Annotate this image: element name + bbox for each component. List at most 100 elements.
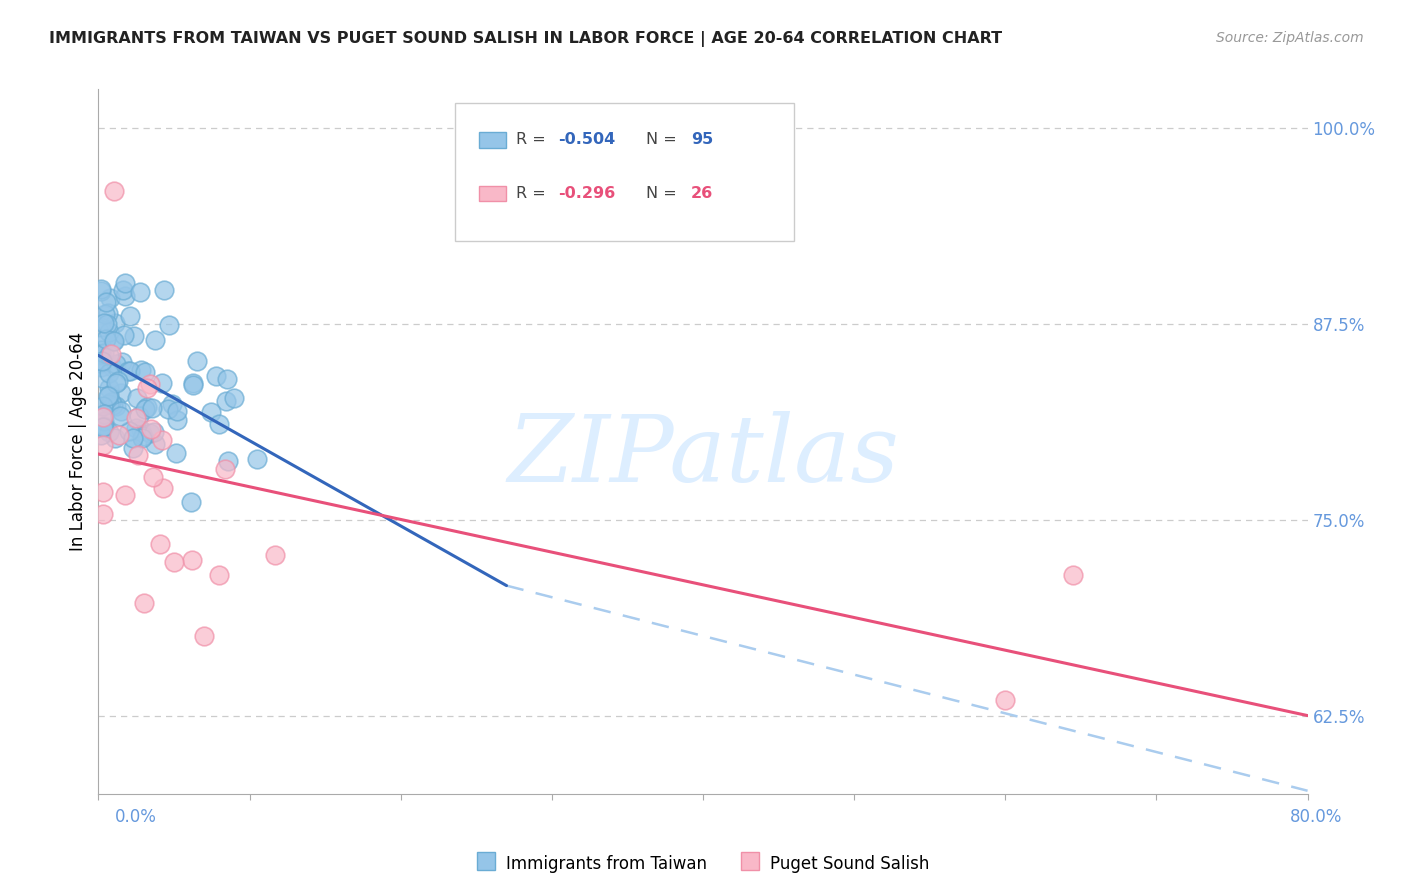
Point bbox=[208, 417, 231, 432]
Text: N =: N = bbox=[647, 132, 682, 147]
Point bbox=[98, 325, 121, 339]
Point bbox=[215, 372, 238, 386]
Point bbox=[1062, 567, 1084, 582]
Point bbox=[91, 438, 114, 452]
Point bbox=[97, 348, 120, 362]
Point bbox=[128, 409, 150, 423]
Point bbox=[157, 318, 180, 332]
Point bbox=[141, 401, 163, 416]
Text: 80.0%: 80.0% bbox=[1291, 808, 1343, 826]
Point bbox=[97, 425, 120, 439]
Text: 26: 26 bbox=[690, 186, 713, 201]
Point bbox=[150, 376, 173, 390]
Point bbox=[103, 398, 125, 412]
Point bbox=[91, 485, 114, 500]
Point bbox=[215, 394, 238, 409]
Point bbox=[139, 426, 162, 441]
Point bbox=[217, 454, 239, 468]
Point bbox=[93, 408, 115, 422]
Point bbox=[143, 425, 166, 440]
Point bbox=[163, 555, 186, 569]
Text: R =: R = bbox=[516, 132, 551, 147]
Point bbox=[134, 596, 156, 610]
Point bbox=[101, 359, 124, 374]
Point bbox=[98, 388, 121, 402]
Legend: Immigrants from Taiwan, Puget Sound Salish: Immigrants from Taiwan, Puget Sound Sali… bbox=[470, 847, 936, 880]
Point bbox=[98, 381, 121, 395]
Point bbox=[100, 347, 122, 361]
Point bbox=[152, 481, 174, 495]
Point bbox=[110, 385, 132, 400]
Point bbox=[90, 354, 112, 368]
Point bbox=[127, 448, 149, 462]
Point bbox=[90, 347, 112, 361]
Point bbox=[112, 283, 135, 297]
Point bbox=[125, 410, 148, 425]
Y-axis label: In Labor Force | Age 20-64: In Labor Force | Age 20-64 bbox=[69, 332, 87, 551]
Point bbox=[114, 488, 136, 502]
Text: ZIPatlas: ZIPatlas bbox=[508, 410, 898, 500]
Point bbox=[166, 413, 188, 427]
Point bbox=[104, 376, 127, 390]
Point bbox=[205, 369, 228, 384]
Point bbox=[135, 401, 157, 415]
Point bbox=[100, 395, 122, 409]
Point bbox=[98, 291, 121, 305]
Point bbox=[93, 307, 115, 321]
Point bbox=[90, 356, 112, 370]
Point bbox=[97, 389, 120, 403]
Point bbox=[91, 420, 114, 434]
Point bbox=[224, 391, 246, 405]
Point bbox=[93, 316, 115, 330]
Point bbox=[156, 402, 179, 417]
Text: N =: N = bbox=[647, 186, 682, 201]
Point bbox=[131, 362, 153, 376]
Point bbox=[136, 381, 159, 395]
Point bbox=[94, 332, 117, 346]
Point bbox=[105, 357, 128, 371]
Point bbox=[90, 320, 112, 334]
Point bbox=[93, 414, 115, 428]
Point bbox=[107, 374, 129, 388]
Text: -0.296: -0.296 bbox=[558, 186, 616, 201]
Text: Source: ZipAtlas.com: Source: ZipAtlas.com bbox=[1216, 31, 1364, 45]
Point bbox=[180, 495, 202, 509]
Text: IMMIGRANTS FROM TAIWAN VS PUGET SOUND SALISH IN LABOR FORCE | AGE 20-64 CORRELAT: IMMIGRANTS FROM TAIWAN VS PUGET SOUND SA… bbox=[49, 31, 1002, 47]
Point bbox=[90, 285, 112, 299]
Point bbox=[143, 334, 166, 348]
Text: 0.0%: 0.0% bbox=[115, 808, 157, 826]
Point bbox=[112, 328, 135, 343]
Point bbox=[93, 346, 115, 360]
Point bbox=[129, 285, 152, 300]
Point bbox=[110, 355, 132, 369]
Point bbox=[143, 437, 166, 451]
Point bbox=[186, 354, 208, 368]
Point bbox=[118, 309, 141, 323]
Point bbox=[180, 553, 202, 567]
Point bbox=[200, 405, 222, 419]
Point bbox=[208, 568, 231, 582]
Point bbox=[105, 399, 128, 413]
Point bbox=[104, 431, 127, 445]
Point bbox=[121, 431, 143, 445]
Point bbox=[101, 334, 124, 348]
Point bbox=[994, 693, 1017, 707]
Point bbox=[118, 424, 141, 438]
Point bbox=[181, 377, 204, 392]
Point bbox=[165, 445, 187, 459]
Point bbox=[103, 184, 125, 198]
Point bbox=[91, 507, 114, 521]
Point bbox=[263, 548, 285, 562]
Point bbox=[91, 371, 114, 385]
Point bbox=[150, 434, 173, 448]
Point bbox=[114, 289, 136, 303]
Point bbox=[134, 401, 156, 416]
Point bbox=[90, 359, 112, 374]
Point bbox=[90, 427, 112, 442]
Point bbox=[193, 629, 215, 643]
FancyBboxPatch shape bbox=[456, 103, 793, 241]
Point bbox=[93, 419, 115, 434]
Point bbox=[108, 409, 131, 423]
Point bbox=[246, 451, 269, 466]
Point bbox=[98, 397, 121, 411]
